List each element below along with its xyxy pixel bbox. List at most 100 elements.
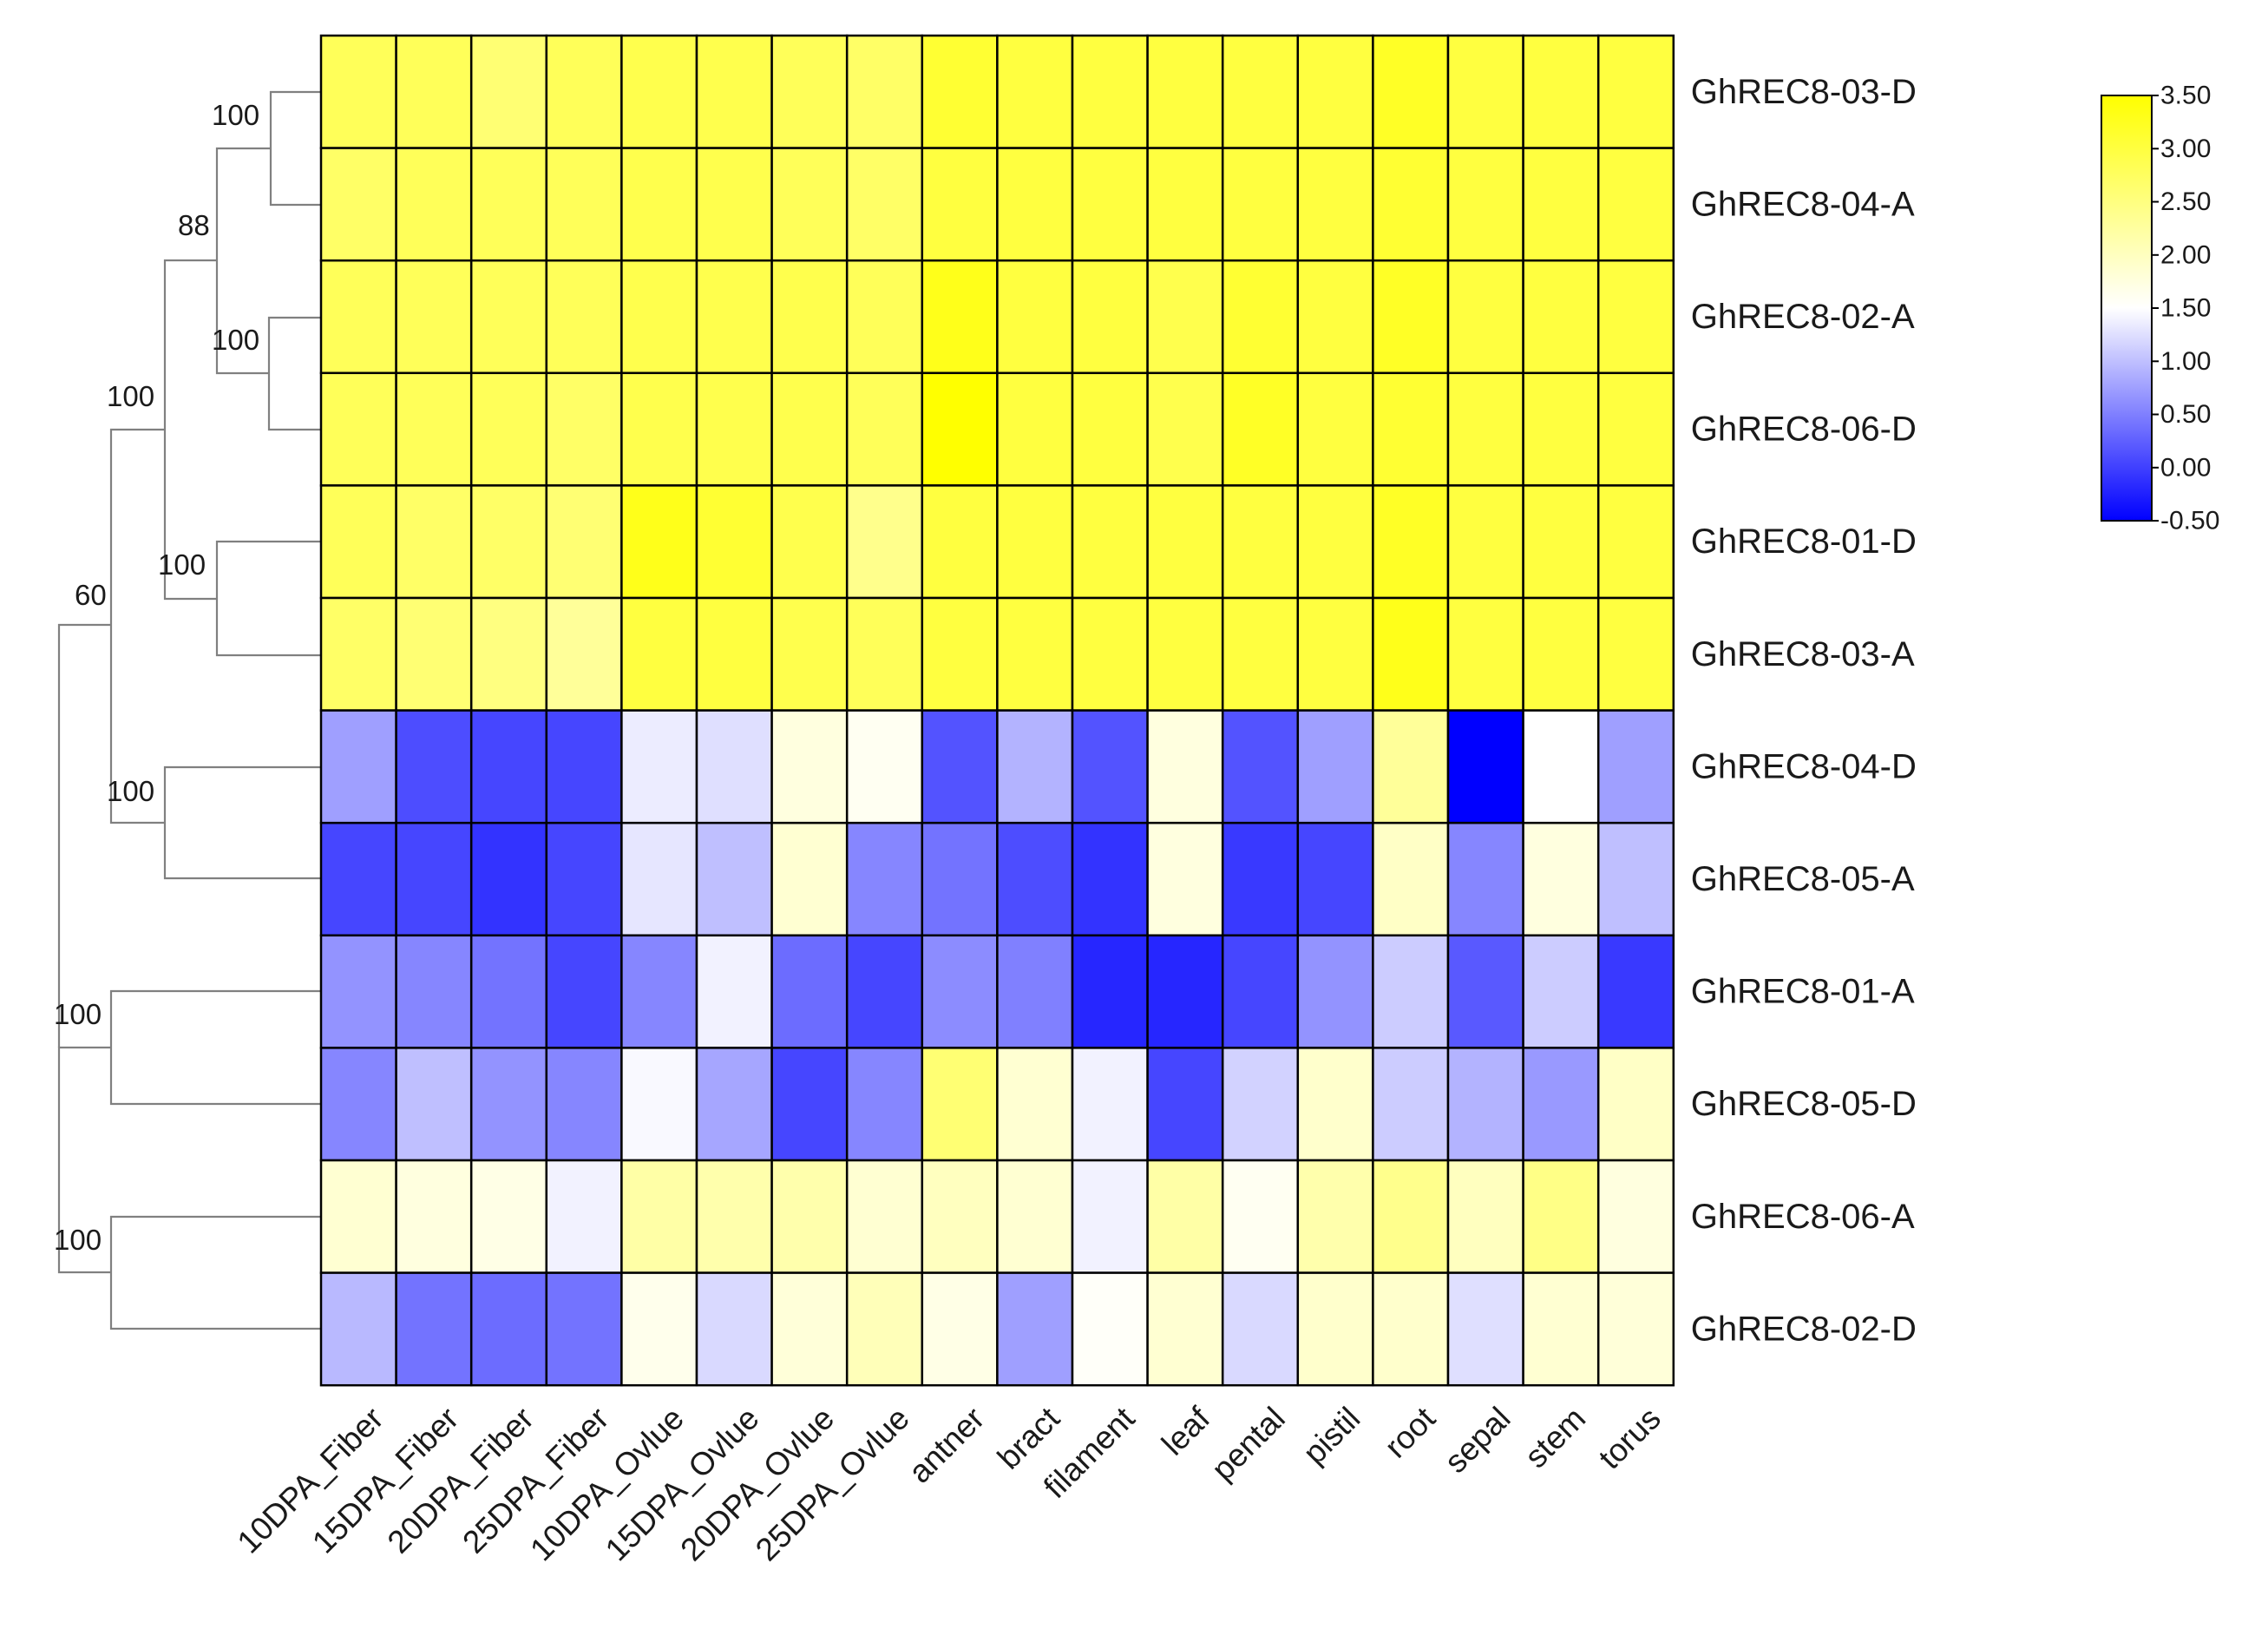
heatmap-cell bbox=[921, 709, 999, 824]
row-label: GhREC8-03-A bbox=[1691, 635, 1915, 673]
legend-tick-label: 1.00 bbox=[2160, 347, 2211, 376]
legend-tick-label: 1.50 bbox=[2160, 294, 2211, 323]
row-label: GhREC8-01-D bbox=[1691, 522, 1917, 561]
heatmap-cell bbox=[319, 596, 397, 712]
heatmap-cell bbox=[319, 371, 397, 487]
legend-tick-label: 0.00 bbox=[2160, 453, 2211, 482]
heatmap-cell bbox=[1296, 34, 1374, 149]
heatmap-cell bbox=[1446, 484, 1524, 600]
heatmap-cell bbox=[395, 1047, 473, 1162]
heatmap-cell bbox=[1596, 934, 1675, 1049]
heatmap-cell bbox=[695, 371, 773, 487]
heatmap-cell bbox=[469, 934, 548, 1049]
heatmap-cell bbox=[1221, 259, 1300, 375]
heatmap-cell bbox=[395, 596, 473, 712]
heatmap-cell bbox=[469, 259, 548, 375]
heatmap-cell bbox=[1221, 371, 1300, 487]
heatmap-cell bbox=[845, 1047, 924, 1162]
heatmap-cell bbox=[620, 259, 698, 375]
heatmap-cell bbox=[1296, 147, 1374, 262]
heatmap-cell bbox=[695, 147, 773, 262]
heatmap-cell bbox=[996, 1159, 1074, 1274]
heatmap-cell bbox=[469, 1047, 548, 1162]
heatmap-cell bbox=[395, 147, 473, 262]
legend-tick-label: 0.50 bbox=[2160, 400, 2211, 429]
heatmap-cell bbox=[1596, 34, 1675, 149]
heatmap-cell bbox=[1221, 821, 1300, 937]
heatmap-cell bbox=[1221, 596, 1300, 712]
heatmap-cell bbox=[319, 1159, 397, 1274]
dendro-branch bbox=[109, 1215, 321, 1330]
heatmap-cell bbox=[996, 1047, 1074, 1162]
row-label: GhREC8-04-D bbox=[1691, 747, 1917, 785]
heatmap-cell bbox=[545, 1159, 623, 1274]
heatmap-cell bbox=[1372, 934, 1450, 1049]
heatmap-cell bbox=[996, 709, 1074, 824]
heatmap-cell bbox=[1146, 1271, 1224, 1387]
heatmap-cell bbox=[1071, 709, 1149, 824]
legend-tick-label: 3.00 bbox=[2160, 135, 2211, 163]
heatmap-cell bbox=[996, 1271, 1074, 1387]
heatmap-cell bbox=[1071, 259, 1149, 375]
heatmap-cell bbox=[1446, 821, 1524, 937]
heatmap-cell bbox=[1296, 1159, 1374, 1274]
heatmap-cell bbox=[695, 484, 773, 600]
heatmap-cell bbox=[1221, 147, 1300, 262]
heatmap-cell bbox=[770, 1047, 849, 1162]
legend-tick-label: 3.50 bbox=[2160, 82, 2211, 110]
heatmap-cell bbox=[921, 371, 999, 487]
heatmap-cell bbox=[1221, 1271, 1300, 1387]
heatmap-cell bbox=[695, 709, 773, 824]
heatmap-cell bbox=[921, 1159, 999, 1274]
heatmap-cell bbox=[1596, 821, 1675, 937]
heatmap-cell bbox=[921, 1271, 999, 1387]
heatmap-cell bbox=[620, 1159, 698, 1274]
heatmap-cell bbox=[1596, 1159, 1675, 1274]
heatmap-cell bbox=[996, 484, 1074, 600]
heatmap-cell bbox=[545, 934, 623, 1049]
heatmap-cell bbox=[845, 1159, 924, 1274]
dendro-branch bbox=[109, 428, 165, 824]
heatmap-cell bbox=[545, 147, 623, 262]
heatmap-cell bbox=[1596, 596, 1675, 712]
heatmap-cell bbox=[1071, 147, 1149, 262]
heatmap-cell bbox=[921, 34, 999, 149]
heatmap-cell bbox=[695, 821, 773, 937]
heatmap-cell bbox=[469, 34, 548, 149]
bootstrap-label: 88 bbox=[178, 209, 210, 241]
heatmap-cell bbox=[1372, 1271, 1450, 1387]
heatmap-cell bbox=[469, 147, 548, 262]
heatmap-cell bbox=[620, 371, 698, 487]
heatmap-cell bbox=[1596, 1271, 1675, 1387]
heatmap-cell bbox=[545, 484, 623, 600]
heatmap-cell bbox=[1522, 709, 1600, 824]
heatmap-cell bbox=[845, 709, 924, 824]
heatmap-cell bbox=[620, 821, 698, 937]
heatmap-cell bbox=[1146, 709, 1224, 824]
heatmap-cells bbox=[319, 34, 1675, 1387]
heatmap-cell bbox=[845, 934, 924, 1049]
heatmap-cell bbox=[770, 259, 849, 375]
heatmap-cell bbox=[1596, 259, 1675, 375]
bootstrap-label: 100 bbox=[212, 99, 259, 131]
heatmap-cell bbox=[1446, 371, 1524, 487]
heatmap-cell bbox=[319, 34, 397, 149]
heatmap-cell bbox=[845, 821, 924, 937]
heatmap-cell bbox=[695, 1047, 773, 1162]
heatmap-cell bbox=[1596, 147, 1675, 262]
heatmap-cell bbox=[770, 147, 849, 262]
heatmap-cell bbox=[1296, 1271, 1374, 1387]
heatmap-cell bbox=[845, 147, 924, 262]
legend-tick-label: 2.50 bbox=[2160, 187, 2211, 216]
heatmap-cell bbox=[1071, 596, 1149, 712]
heatmap-cell bbox=[1372, 34, 1450, 149]
dendro-branch bbox=[269, 90, 321, 207]
heatmap-cell bbox=[1372, 596, 1450, 712]
dendro-branch bbox=[57, 1046, 111, 1274]
heatmap-cell bbox=[845, 484, 924, 600]
heatmap-cell bbox=[1446, 147, 1524, 262]
heatmap-cell bbox=[996, 34, 1074, 149]
heatmap-cell bbox=[1522, 934, 1600, 1049]
column-label: leaf bbox=[1155, 1400, 1217, 1462]
heatmap-cell bbox=[620, 709, 698, 824]
